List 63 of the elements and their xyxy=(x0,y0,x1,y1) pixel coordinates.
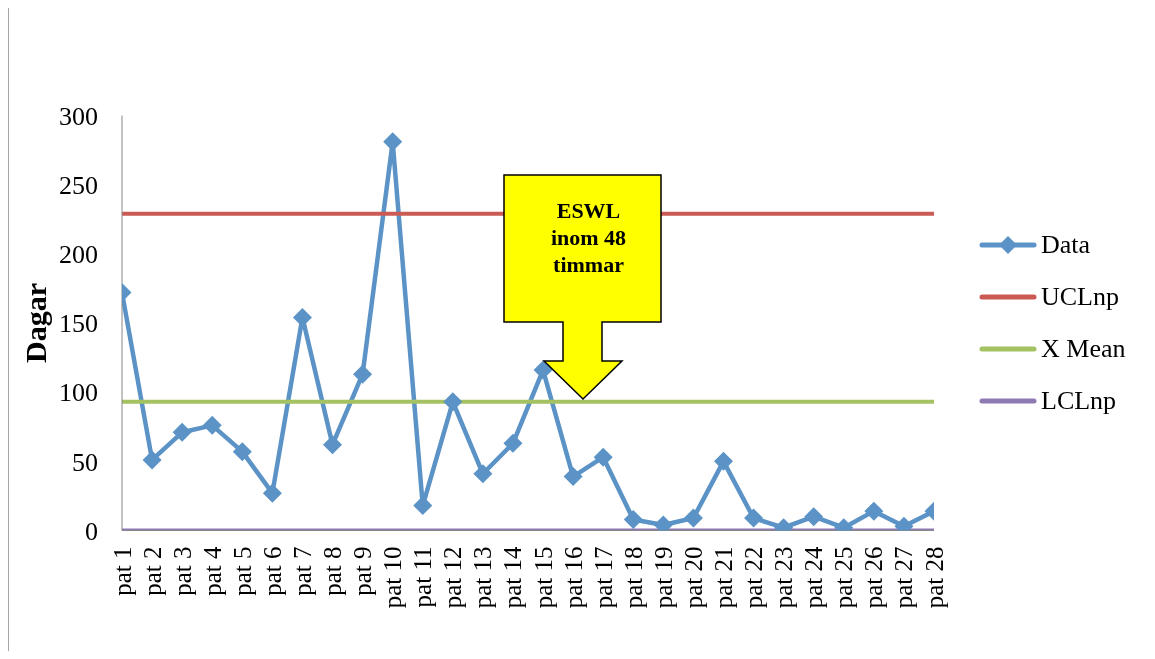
x-tick-label: pat 5 xyxy=(228,546,256,596)
point xyxy=(744,508,764,528)
legend-label: X Mean xyxy=(1041,334,1126,364)
x-tick-label: pat 10 xyxy=(379,546,407,609)
x-tick-label: pat 26 xyxy=(860,546,888,609)
point xyxy=(593,447,613,467)
x-tick-label: pat 23 xyxy=(770,546,798,609)
x-tick-label: pat 20 xyxy=(679,546,707,609)
point xyxy=(563,467,583,487)
point xyxy=(323,435,343,455)
legend-label: UCLnp xyxy=(1041,282,1119,312)
x-tick-label: pat 18 xyxy=(619,546,647,609)
point xyxy=(503,433,523,453)
x-tick-label: pat 7 xyxy=(288,546,316,596)
legend-label: Data xyxy=(1041,230,1091,260)
point xyxy=(172,422,192,442)
x-tick-label: pat 14 xyxy=(499,546,527,609)
y-tick-label: 200 xyxy=(59,240,98,270)
y-tick-label: 300 xyxy=(59,101,98,131)
y-tick-label: 150 xyxy=(59,309,98,339)
point xyxy=(353,364,373,384)
x-tick-label: pat 24 xyxy=(800,546,828,609)
point xyxy=(262,483,282,503)
point xyxy=(683,508,703,528)
point xyxy=(443,392,463,412)
x-tick-label: pat 4 xyxy=(198,546,226,596)
y-tick-label: 250 xyxy=(59,170,98,200)
point xyxy=(202,415,222,435)
x-tick-label: pat 9 xyxy=(349,546,377,596)
point xyxy=(533,360,553,380)
point xyxy=(623,509,643,529)
point xyxy=(383,132,403,152)
x-tick-label: pat 19 xyxy=(649,546,677,609)
x-tick-label: pat 13 xyxy=(469,546,497,609)
point xyxy=(473,464,493,484)
x-tick-label: pat 17 xyxy=(589,546,617,609)
y-tick-label: 100 xyxy=(59,378,98,408)
point xyxy=(413,496,433,516)
point xyxy=(232,442,252,462)
y-axis-title: Dagar xyxy=(18,283,52,363)
y-tick-label: 50 xyxy=(72,447,98,477)
annotation: ESWL inom 48 timmar xyxy=(549,197,628,278)
x-tick-label: pat 1 xyxy=(108,546,136,596)
x-tick-label: pat 16 xyxy=(559,546,587,609)
x-tick-label: pat 6 xyxy=(258,546,286,596)
x-tick-label: pat 11 xyxy=(409,546,437,608)
x-tick-label: pat 21 xyxy=(709,546,737,609)
x-tick-label: pat 3 xyxy=(168,546,196,596)
point xyxy=(292,307,312,327)
x-tick-label: pat 28 xyxy=(920,546,948,609)
x-tick-label: pat 22 xyxy=(740,546,768,609)
x-tick-label: pat 2 xyxy=(138,546,166,596)
point xyxy=(804,507,824,527)
point xyxy=(864,501,884,521)
x-tick-label: pat 27 xyxy=(890,546,918,609)
point xyxy=(142,450,162,470)
x-tick-label: pat 8 xyxy=(319,546,347,596)
legend-label: LCLnp xyxy=(1041,386,1117,416)
x-tick-label: pat 12 xyxy=(439,546,467,609)
point xyxy=(713,451,733,471)
y-tick-label: 0 xyxy=(85,516,98,546)
x-tick-label: pat 25 xyxy=(830,546,858,609)
x-tick-label: pat 15 xyxy=(529,546,557,609)
